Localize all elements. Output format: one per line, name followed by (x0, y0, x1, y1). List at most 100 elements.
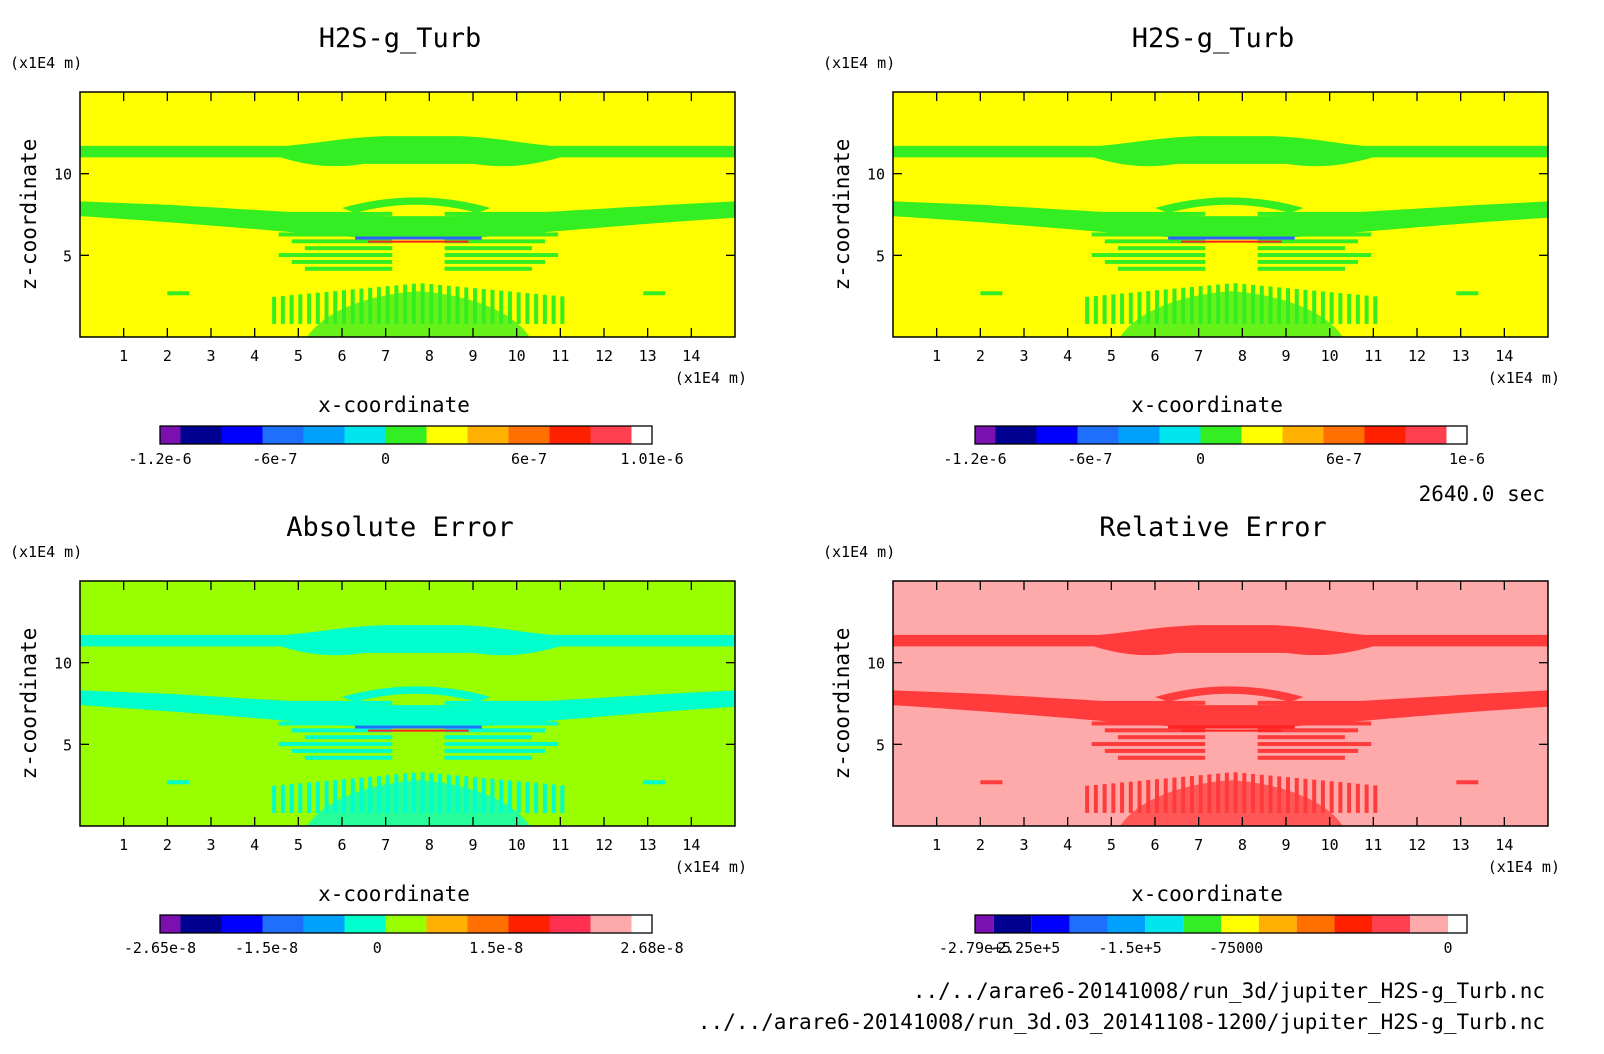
colorbar-swatch (180, 426, 222, 444)
bottom-blob (307, 780, 530, 826)
x-tick-label: 10 (508, 836, 526, 854)
x-tick-label: 12 (1408, 836, 1426, 854)
x-tick-label: 7 (1194, 347, 1203, 365)
vertical-dash (1320, 780, 1325, 813)
vertical-dash (490, 778, 495, 813)
vertical-dash (1155, 290, 1159, 324)
stripe (1257, 266, 1345, 271)
plot-frame (892, 91, 1549, 338)
accent-streak (355, 236, 482, 240)
stripe (304, 266, 393, 271)
stripe (1257, 735, 1345, 740)
x-unit-label: (x1E4 m) (1488, 369, 1560, 387)
x-tick-label: 11 (1364, 347, 1382, 365)
heatmap-field (80, 581, 735, 826)
chart-panel-2: H2S-g_Turb(x1E4 m)1 2 3 4 5 6 7 8 9 10 11 12 13 14510… (823, 23, 1560, 468)
stripe (1257, 748, 1359, 753)
stripe (444, 714, 532, 719)
y-axis-label: z-coordinate (830, 628, 854, 780)
upper-band (80, 136, 735, 167)
vertical-dash (1085, 296, 1090, 324)
colorbar-swatch (221, 426, 263, 444)
colorbar-swatch (1069, 915, 1108, 933)
stripe (444, 735, 532, 740)
plot-frame (892, 580, 1549, 827)
colorbar-swatch (590, 915, 632, 933)
colorbar-frame (159, 914, 653, 934)
colorbar-swatch (975, 915, 994, 933)
colorbar-label: 6e-7 (1326, 450, 1362, 468)
side-blip (1456, 291, 1479, 296)
colorbar-swatch (1145, 915, 1184, 933)
stripe (444, 225, 532, 230)
x-tick-label: 3 (206, 347, 215, 365)
stripe (444, 742, 559, 747)
stripe (278, 721, 393, 726)
colorbar-swatch (1183, 915, 1221, 933)
colorbar-swatch (221, 915, 263, 933)
colorbar-label: -6e-7 (1067, 450, 1112, 468)
colorbar-label: -1.2e-6 (943, 450, 1006, 468)
stripe (1117, 735, 1206, 740)
x-tick-label: 9 (468, 836, 477, 854)
colorbar-swatch (995, 426, 1037, 444)
x-tick-label: 2 (976, 347, 985, 365)
vertical-dash (333, 291, 338, 324)
vertical-dash (1102, 295, 1107, 324)
vertical-dash (490, 289, 495, 324)
stripe (304, 755, 393, 760)
accent-streak (1168, 236, 1295, 240)
vertical-dash (1102, 784, 1107, 813)
y-tick-label: 10 (867, 166, 885, 184)
x-tick-label: 14 (682, 836, 700, 854)
stripe (1117, 714, 1206, 719)
colorbar-swatch (180, 915, 222, 933)
x-tick-label: 9 (1281, 347, 1290, 365)
x-tick-label: 5 (294, 347, 303, 365)
colorbar-label: -2.25e+5 (988, 939, 1060, 957)
side-blip (643, 291, 666, 296)
vertical-dash (1111, 783, 1116, 813)
chart-panel-3: Absolute Error(x1E4 m)1 2 3 4 5 6 7 8 9 10 11 12 13 1… (10, 512, 747, 957)
vertical-dash (1085, 785, 1090, 813)
vertical-dash (1093, 784, 1098, 813)
plot-frame (79, 580, 736, 827)
vertical-dash (1312, 779, 1317, 813)
upper-band (893, 136, 1548, 167)
colorbar-swatch (303, 915, 345, 933)
chart-title: H2S-g_Turb (1132, 23, 1295, 54)
colorbar-swatch (1241, 426, 1283, 444)
x-tick-label: 1 (119, 836, 128, 854)
vertical-dash (289, 784, 294, 813)
accent-streak (1181, 729, 1282, 732)
vertical-dash (525, 293, 530, 324)
vertical-dash (1338, 782, 1343, 813)
vertical-dash (280, 784, 285, 813)
y-tick-label: 5 (63, 247, 72, 265)
vertical-dash (534, 293, 539, 324)
vertical-dash (1312, 290, 1317, 324)
stripe (444, 707, 546, 712)
stripe (1091, 700, 1206, 705)
stripe (278, 742, 393, 747)
colorbar-swatch (1200, 426, 1242, 444)
x-tick-label: 10 (1321, 347, 1339, 365)
colorbar-frame (974, 914, 1468, 934)
arch-band (1155, 686, 1304, 702)
vertical-dash (516, 292, 521, 324)
stripe (1257, 714, 1345, 719)
stripe (444, 253, 559, 258)
stripe (1091, 232, 1206, 237)
vertical-dash (1329, 781, 1334, 813)
colorbar-swatch (1077, 426, 1119, 444)
middle-band (893, 201, 1548, 239)
vertical-dash (1093, 295, 1098, 324)
vertical-dash (516, 781, 521, 813)
vertical-dash (534, 782, 539, 813)
colorbar-swatch (549, 426, 591, 444)
x-unit-label: (x1E4 m) (675, 858, 747, 876)
middle-band (80, 201, 735, 239)
accent-streak (1168, 725, 1295, 729)
plot-frame (79, 91, 736, 338)
